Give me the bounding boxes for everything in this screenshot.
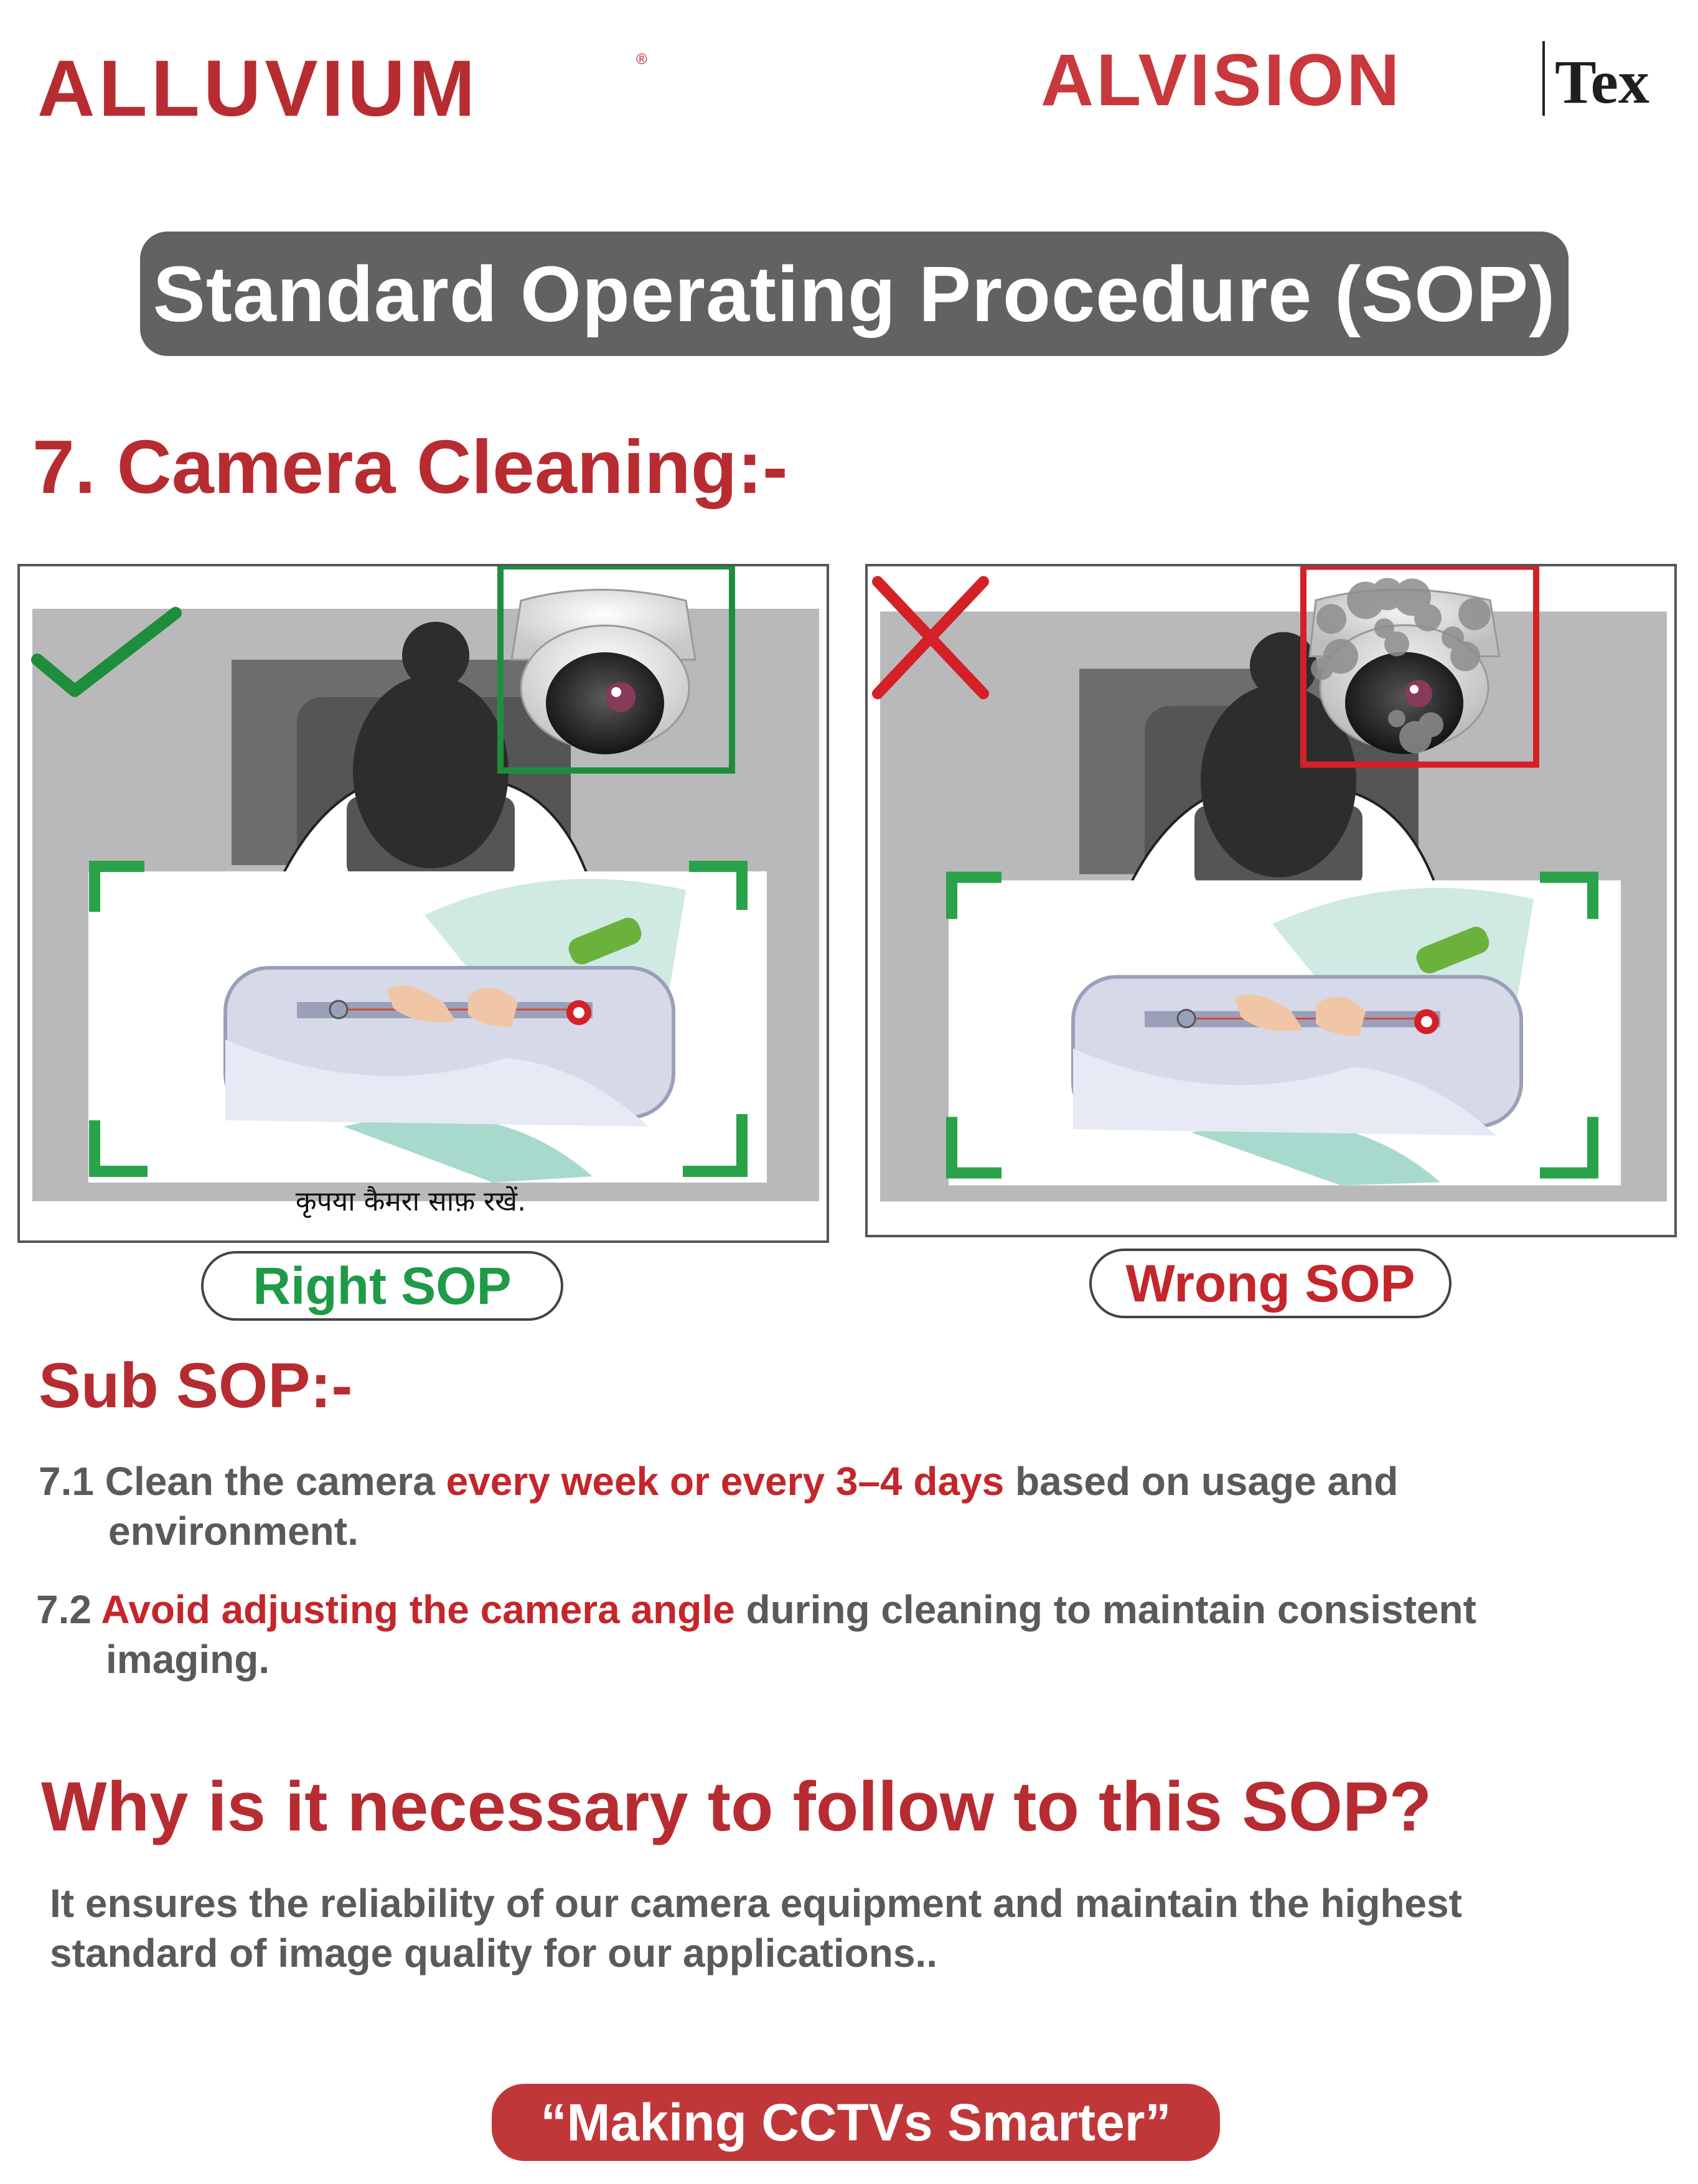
item-highlight: every week or every 3–4 days	[446, 1459, 1005, 1504]
tex-logo-text: Tex	[1555, 47, 1649, 116]
alvision-logo-text: ALVISION	[1041, 39, 1402, 121]
dust-cloud-icon	[1311, 578, 1491, 754]
why-line: standard of image quality for our applic…	[50, 1931, 937, 1975]
workstation-scene	[949, 632, 1621, 1186]
section-title-text: Camera Cleaning:-	[116, 424, 788, 509]
item-text: during cleaning to maintain consistent	[746, 1587, 1476, 1632]
clean-camera-highlight	[497, 566, 735, 774]
check-icon	[31, 607, 182, 697]
panel-caption: कृपया कैमरा साफ़ रखें.	[295, 1186, 527, 1217]
why-line: It ensures the reliability of our camera…	[50, 1881, 1462, 1926]
item-continuation: environment.	[108, 1509, 359, 1554]
alvision-tex-logo: ALVISION Tex	[1041, 37, 1676, 124]
section-title: 7. Camera Cleaning:-	[32, 423, 788, 510]
logo-divider	[1542, 41, 1545, 116]
alluvium-logo-text: ALLUVIUM	[37, 44, 479, 133]
item-continuation: imaging.	[106, 1637, 270, 1682]
sub-sop-item-line: 7.2 Avoid adjusting the camera angle dur…	[36, 1585, 1642, 1634]
right-sop-label-text: Right SOP	[253, 1256, 512, 1315]
tagline-banner: “Making CCTVs Smarter”	[492, 2084, 1220, 2161]
tagline-text: “Making CCTVs Smarter”	[540, 2093, 1171, 2152]
dirty-camera-highlight	[1300, 566, 1539, 768]
dirty-dome-camera	[1308, 578, 1501, 754]
right-sop-illustration	[17, 564, 829, 1243]
wrong-sop-label: Wrong SOP	[1089, 1249, 1452, 1318]
page-title: Standard Operating Procedure (SOP)	[152, 250, 1556, 338]
item-highlight: Avoid adjusting the camera angle	[101, 1587, 735, 1632]
sub-sop-item: 7.2 Avoid adjusting the camera angle dur…	[36, 1585, 1642, 1684]
focus-corner-brackets	[946, 871, 1598, 1179]
wrong-sop-illustration	[865, 564, 1677, 1237]
section-number: 7.	[32, 424, 96, 509]
right-sop-label: Right SOP	[201, 1251, 563, 1321]
why-title: Why is it necessary to follow to this SO…	[41, 1768, 1432, 1845]
item-text: based on usage and	[1015, 1459, 1399, 1504]
item-number: 7.2	[36, 1587, 91, 1632]
focus-corner-brackets	[89, 861, 748, 1177]
item-number: 7.1	[39, 1459, 94, 1504]
sub-sop-item-line: 7.1 Clean the camera every week or every…	[39, 1456, 1632, 1506]
registered-mark: ®	[636, 51, 647, 68]
title-banner: Standard Operating Procedure (SOP)	[140, 232, 1569, 356]
item-text: Clean the camera	[105, 1459, 435, 1504]
alluvium-logo: ALLUVIUM ®	[37, 49, 647, 129]
cross-icon	[872, 576, 989, 700]
sub-sop-title: Sub SOP:-	[39, 1350, 353, 1421]
wrong-sop-label-text: Wrong SOP	[1125, 1254, 1415, 1313]
clean-dome-camera	[510, 589, 697, 754]
why-explanation: It ensures the reliability of our camera…	[50, 1878, 1643, 1978]
sub-sop-item: 7.1 Clean the camera every week or every…	[39, 1456, 1632, 1556]
